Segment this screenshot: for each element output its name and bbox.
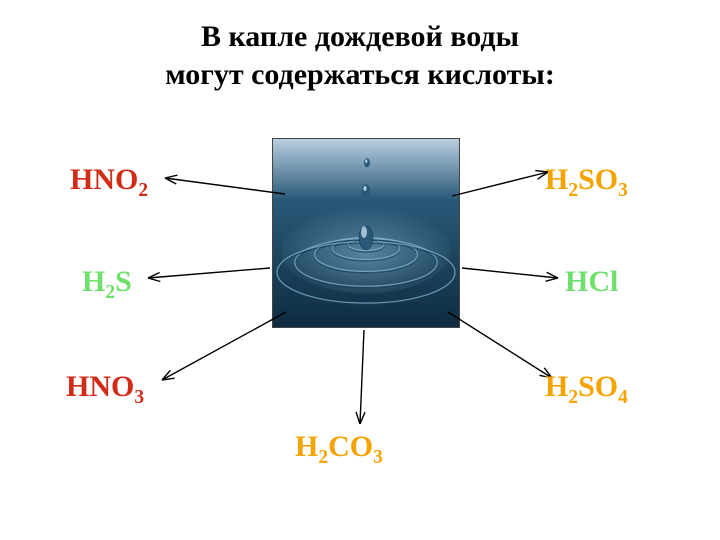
arrow-h2co3 — [360, 330, 364, 424]
formula-h2s: H2S — [82, 267, 132, 297]
formula-h2so4: H2SO4 — [545, 372, 628, 402]
arrow-h2s — [148, 268, 270, 278]
formula-hno2: HNO2 — [70, 165, 148, 195]
water-drop-image — [272, 138, 460, 328]
arrow-hno3 — [162, 312, 286, 380]
title-line-1: В капле дождевой воды — [201, 20, 519, 53]
arrow-h2so4 — [448, 312, 552, 378]
slide-stage: В капле дождевой воды могут содержаться … — [0, 0, 720, 540]
formula-hno3: HNO3 — [66, 372, 144, 402]
water-drop-svg — [273, 139, 459, 327]
formula-hcl: HCl — [565, 267, 618, 297]
arrow-hcl — [462, 268, 558, 278]
arrow-hno2 — [165, 178, 285, 194]
slide-title: В капле дождевой воды могут содержаться … — [0, 18, 720, 93]
formula-h2so3: H2SO3 — [545, 165, 628, 195]
formula-h2co3: H2CO3 — [295, 432, 383, 462]
arrow-h2so3 — [452, 172, 548, 196]
title-line-2: могут содержаться кислоты: — [165, 58, 555, 91]
